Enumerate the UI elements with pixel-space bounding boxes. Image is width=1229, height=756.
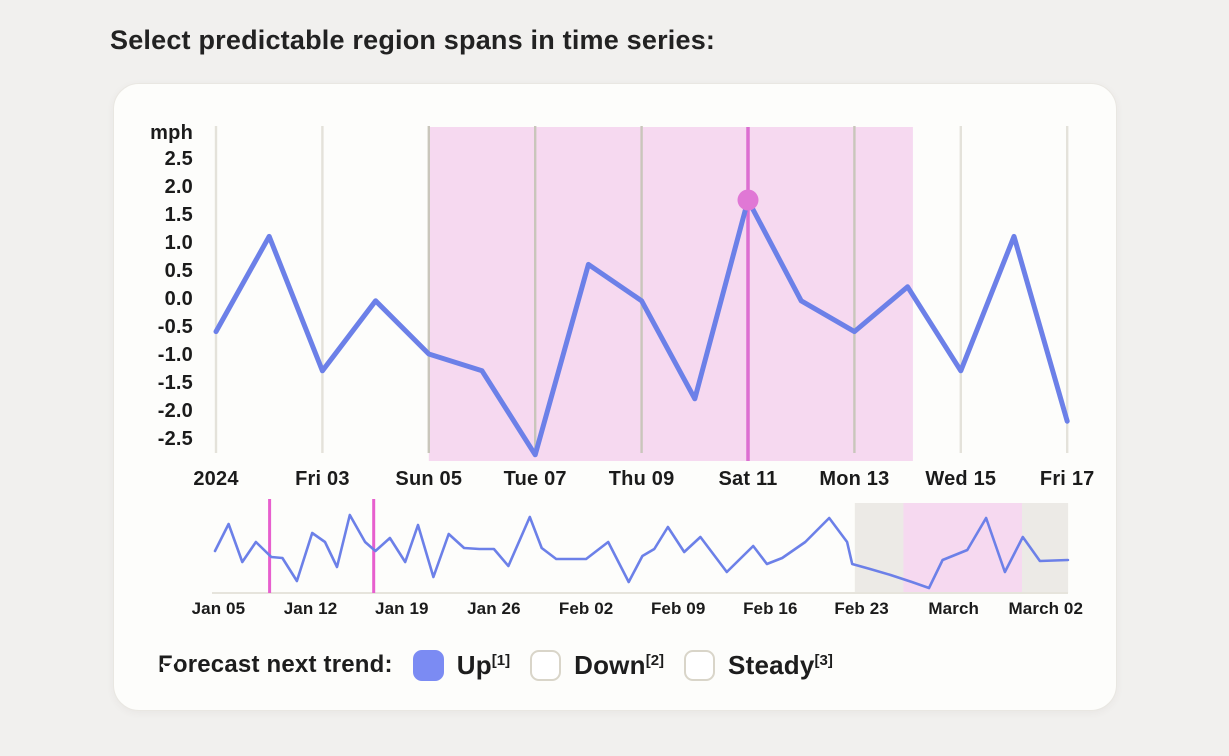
x-axis-label: Fri 03 — [295, 468, 350, 490]
x-axis-label: Mon 13 — [819, 468, 889, 490]
forecast-option-down-label: Down[2] — [574, 649, 665, 680]
x-axis-label: 2024 — [193, 468, 239, 490]
x-axis-label: Sun 05 — [395, 468, 462, 490]
checkbox-up[interactable] — [160, 649, 444, 681]
forecast-option-up[interactable]: Up[1] — [160, 649, 511, 681]
overview-x-label: March 02 — [1009, 599, 1084, 618]
overview-x-label: Feb 02 — [559, 599, 613, 618]
timeseries-line — [213, 197, 1070, 458]
y-axis-tick: 1.0 — [165, 232, 193, 254]
selected-point[interactable] — [737, 189, 759, 211]
overview-timeline-chart[interactable]: Jan 05 Jan 12 Jan 19 Jan 26 Feb 02 Feb 09 Feb … — [114, 484, 1118, 624]
checkbox-down[interactable] — [530, 649, 562, 681]
x-axis-label: Sat 11 — [718, 468, 777, 490]
shortcut-badge: [2] — [645, 651, 665, 669]
forecast-option-down[interactable]: Down[2] — [530, 649, 665, 681]
y-axis-tick: -0.5 — [158, 316, 193, 338]
y-axis-tick: -1.0 — [158, 344, 193, 366]
x-axis-label: Wed 15 — [925, 468, 996, 490]
y-axis-tick: 0.5 — [165, 260, 193, 282]
page-title: Select predictable region spans in time … — [110, 25, 716, 55]
checkbox-steady[interactable] — [684, 649, 716, 681]
forecast-row: Forecast next trend: Up[1] Down[2] — [158, 642, 833, 688]
overview-x-label: Feb 23 — [834, 599, 888, 618]
overview-x-label: Jan 05 — [192, 599, 246, 618]
overview-x-label: Jan 26 — [467, 599, 521, 618]
main-timeseries-chart[interactable]: 2024 Fri 03 Sun 05 Tue 07 Thu 09 Sat 11 Mon 13… — [114, 84, 1118, 494]
overview-x-label: Feb 16 — [743, 599, 797, 618]
shortcut-badge: [3] — [814, 651, 833, 669]
selected-region-span[interactable] — [428, 127, 913, 461]
y-axis-tick: -1.5 — [158, 372, 193, 394]
y-axis-tick: -2.5 — [158, 428, 193, 450]
y-axis-unit: mph — [150, 122, 193, 144]
overview-x-label: March — [928, 599, 979, 618]
forecast-option-up-label: Up[1] — [456, 649, 511, 680]
overview-line — [213, 513, 1070, 590]
x-axis-label: Fri 17 — [1040, 468, 1095, 490]
overview-x-label: Jan 19 — [375, 599, 429, 618]
x-axis-label: Tue 07 — [504, 468, 567, 490]
y-axis-tick: 0.0 — [165, 288, 193, 310]
checkmark-icon — [160, 658, 178, 672]
forecast-label: Forecast next trend: — [158, 651, 393, 678]
chart-card: 2024 Fri 03 Sun 05 Tue 07 Thu 09 Sat 11 Mon 13… — [113, 83, 1117, 711]
y-axis-tick: -2.0 — [158, 400, 193, 422]
overview-highlight-region[interactable] — [903, 503, 1022, 593]
y-axis-tick: 1.5 — [165, 204, 193, 226]
overview-x-label: Feb 09 — [651, 599, 705, 618]
overview-x-label: Jan 12 — [284, 599, 338, 618]
x-axis-label: Thu 09 — [609, 468, 675, 490]
forecast-option-steady[interactable]: Steady[3] — [684, 649, 833, 681]
forecast-option-steady-label: Steady[3] — [728, 649, 833, 680]
y-axis-tick: 2.5 — [165, 148, 193, 170]
shortcut-badge: [1] — [491, 651, 511, 669]
y-axis-tick: 2.0 — [165, 176, 193, 198]
